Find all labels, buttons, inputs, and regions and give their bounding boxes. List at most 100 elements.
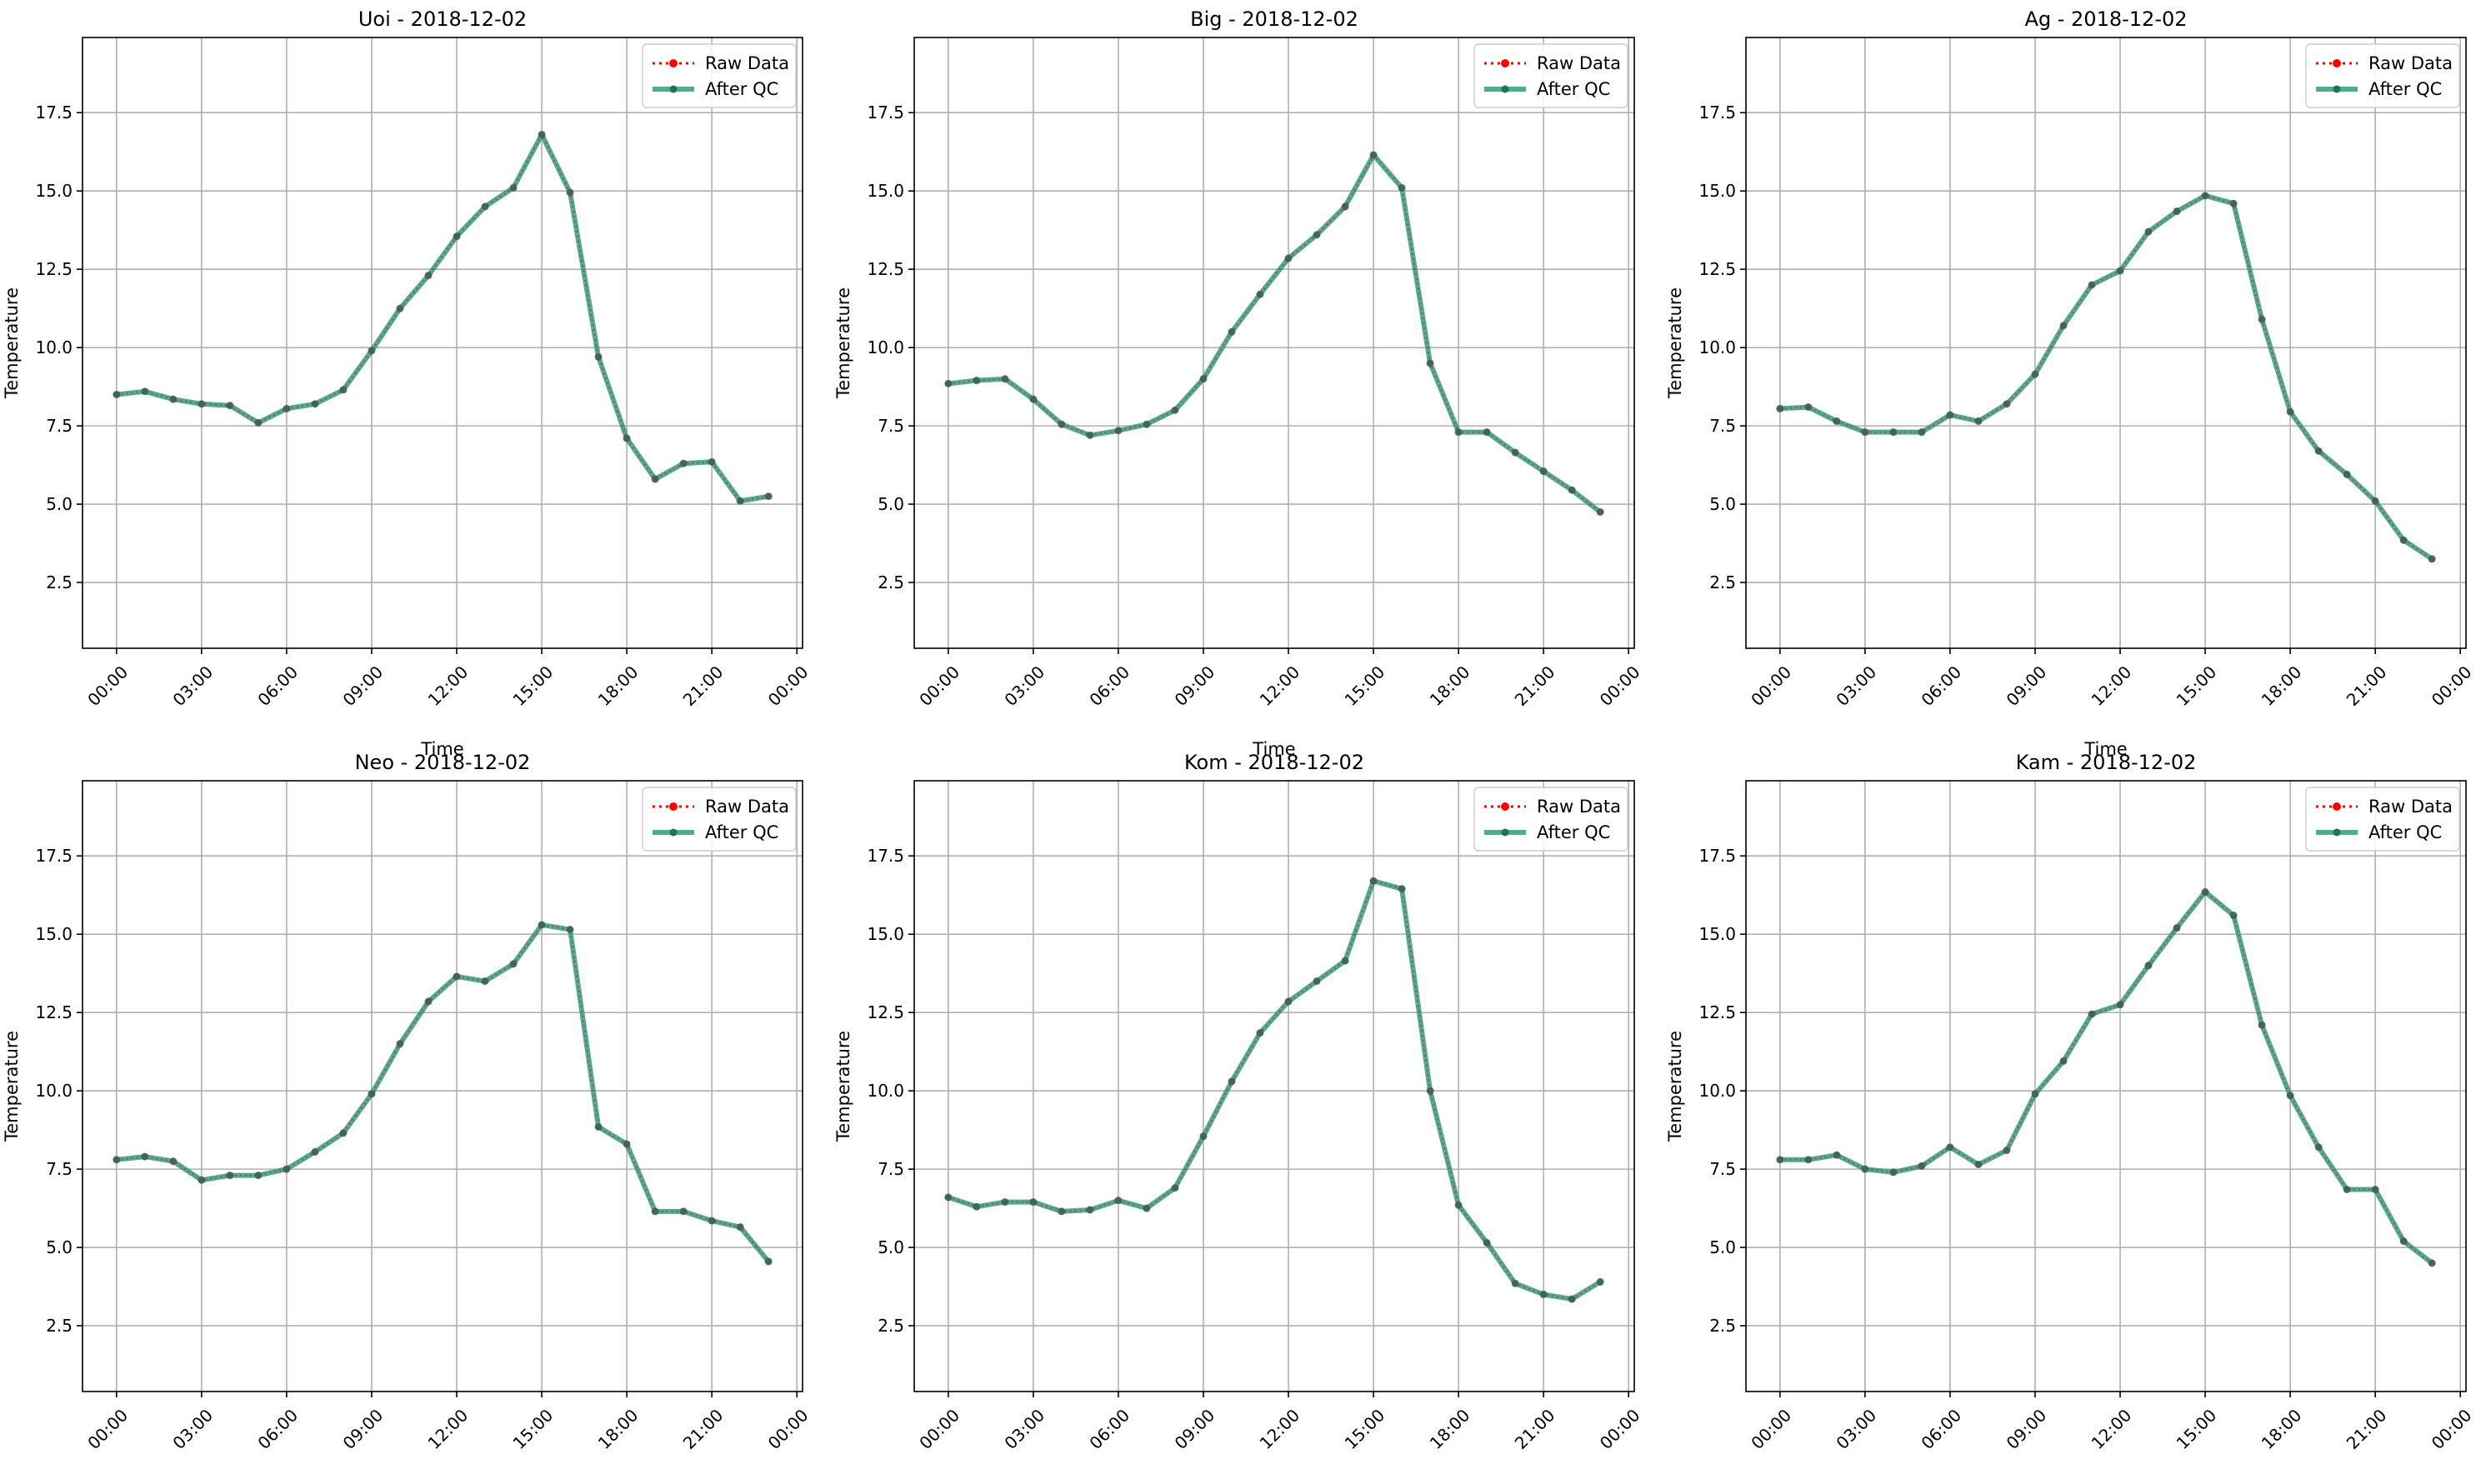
after-qc-point	[1143, 421, 1151, 428]
y-tick-label: 10.0	[35, 337, 73, 357]
after-qc-point	[764, 492, 773, 500]
after-qc-point	[1256, 1029, 1264, 1037]
after-qc-point	[2201, 888, 2209, 896]
after-qc-point	[1776, 405, 1784, 412]
after-qc-point	[1143, 1204, 1151, 1212]
y-axis-label: Temperature	[833, 1031, 853, 1142]
after-qc-point	[1539, 467, 1548, 475]
after-qc-point	[2343, 471, 2351, 478]
x-tick-label: 18:00	[2258, 662, 2306, 710]
after-qc-point	[1568, 1295, 1576, 1303]
after-qc-point	[311, 400, 319, 407]
after-qc-point	[2229, 200, 2238, 207]
y-tick-label: 17.5	[867, 846, 904, 866]
legend-swatch-qc-marker	[669, 828, 678, 837]
after-qc-point	[2286, 407, 2294, 416]
after-qc-point	[1974, 1161, 1983, 1168]
x-tick-label: 21:00	[1511, 1405, 1559, 1453]
after-qc-point	[1833, 1151, 1841, 1159]
y-tick-label: 10.0	[1698, 337, 1736, 357]
x-tick-label: 06:00	[1917, 662, 1965, 710]
after-qc-point	[2173, 924, 2181, 932]
legend: Raw Data After QC	[1473, 43, 1628, 108]
after-qc-point	[113, 391, 121, 398]
after-qc-point	[1776, 1156, 1784, 1164]
after-qc-point	[1284, 997, 1293, 1006]
y-axis-label: Temperature	[1665, 287, 1685, 399]
x-tick-label: 00:00	[1596, 1405, 1644, 1453]
after-qc-point	[1426, 359, 1434, 367]
after-qc-point	[566, 926, 574, 933]
legend-label-after-qc: After QC	[1537, 822, 1610, 842]
after-qc-point	[679, 1207, 688, 1216]
axes-frame	[1745, 780, 2467, 1392]
after-qc-point	[651, 475, 659, 483]
plot-area	[83, 781, 803, 1392]
after-qc-point	[1114, 427, 1123, 434]
after-qc-point	[1228, 1077, 1236, 1086]
legend-label-raw-data: Raw Data	[2368, 797, 2453, 817]
after-qc-point	[1426, 1087, 1434, 1095]
legend-swatch-qc-marker	[1501, 85, 1509, 93]
x-tick-label: 21:00	[679, 662, 728, 710]
after-qc-point	[1833, 417, 1841, 425]
after-qc-point	[708, 458, 716, 466]
legend-label-after-qc: After QC	[1537, 79, 1610, 99]
legend-label-raw-data: Raw Data	[705, 53, 789, 73]
y-tick-label: 5.0	[1709, 494, 1736, 514]
after-qc-point	[1256, 291, 1264, 298]
chart-title: Kom - 2018-12-02	[1184, 751, 1364, 774]
after-qc-point	[1483, 428, 1491, 436]
y-tick-label: 12.5	[1698, 1002, 1736, 1022]
legend: Raw Data After QC	[2305, 43, 2460, 108]
after-qc-point	[2003, 400, 2011, 407]
after-qc-point	[1369, 877, 1378, 885]
x-tick-label: 09:00	[1171, 1405, 1219, 1453]
y-tick-label: 15.0	[867, 181, 904, 201]
after-qc-point	[1596, 508, 1604, 516]
after-qc-point	[1861, 1165, 1869, 1173]
after-qc-point	[2116, 267, 2124, 275]
legend-swatch-raw-marker	[2333, 59, 2341, 67]
x-tick-label: 09:00	[2003, 662, 2051, 710]
legend-label-after-qc: After QC	[705, 822, 778, 842]
legend-swatch-qc-marker	[2333, 828, 2341, 837]
after-qc-point	[1918, 428, 1926, 436]
x-tick-label: 00:00	[2428, 662, 2476, 710]
after-qc-point	[736, 1223, 744, 1231]
legend-swatch-qc-marker	[2333, 85, 2341, 93]
after-qc-point	[1001, 1198, 1009, 1206]
after-qc-point	[2144, 962, 2153, 969]
x-tick-label: 03:00	[168, 1405, 217, 1453]
series-line-raw-data	[116, 132, 769, 502]
after-qc-point	[453, 972, 461, 981]
x-tick-label: 12:00	[1256, 1405, 1304, 1453]
plot-area	[83, 37, 803, 648]
y-axis-label: Temperature	[1665, 1031, 1685, 1142]
after-qc-point	[198, 1177, 206, 1184]
legend-swatch-qc-marker	[1501, 828, 1509, 837]
after-qc-point	[509, 960, 518, 968]
legend-label-raw-data: Raw Data	[2368, 53, 2453, 73]
legend-label-raw-data: Raw Data	[1537, 797, 1621, 817]
x-tick-label: 18:00	[1426, 1405, 1474, 1453]
y-tick-label: 5.0	[878, 1237, 904, 1257]
legend-label-after-qc: After QC	[2368, 822, 2442, 842]
after-qc-point	[2314, 1143, 2323, 1152]
after-qc-point	[283, 405, 291, 412]
after-qc-point	[1946, 1143, 1954, 1152]
x-tick-label: 00:00	[1747, 662, 1795, 710]
axes-frame	[82, 37, 803, 649]
y-tick-label: 5.0	[46, 1237, 73, 1257]
after-qc-point	[2428, 555, 2436, 563]
after-qc-point	[1974, 417, 1983, 425]
series-line-raw-data	[948, 153, 1601, 513]
after-qc-point	[226, 1172, 234, 1179]
chart-title: Neo - 2018-12-02	[355, 751, 531, 774]
plot-area	[1746, 781, 2466, 1392]
after-qc-point	[1228, 328, 1236, 336]
y-tick-label: 12.5	[35, 259, 73, 279]
x-tick-label: 12:00	[2088, 1405, 2136, 1453]
y-tick-label: 2.5	[1709, 1316, 1736, 1336]
after-qc-point	[1483, 1239, 1491, 1247]
